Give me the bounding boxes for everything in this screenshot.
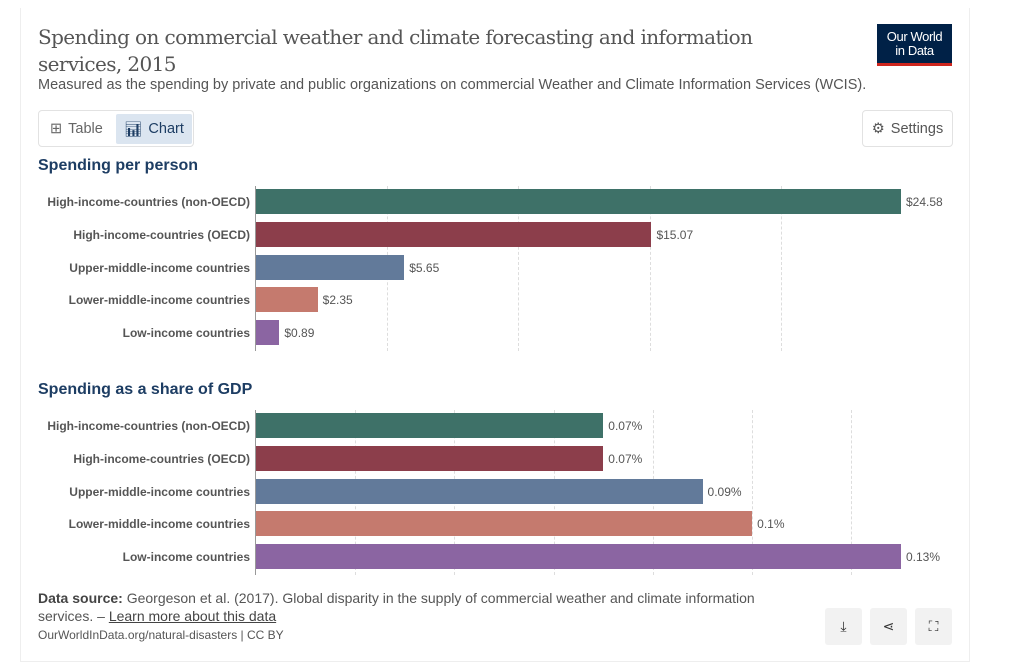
value-label: 0.1%: [757, 517, 785, 532]
chart-card: [20, 8, 970, 662]
category-label: High-income-countries (non-OECD): [47, 195, 250, 209]
bar[interactable]: [256, 221, 652, 247]
share-icon: ⋖: [882, 618, 895, 634]
bar[interactable]: [256, 189, 901, 214]
gridline: [851, 410, 853, 575]
panel-title-gdp-share: Spending as a share of GDP: [38, 381, 253, 398]
tab-table[interactable]: ⊞ Table: [50, 121, 103, 137]
category-label: Lower-middle-income countries: [68, 293, 250, 308]
bar[interactable]: [256, 445, 604, 471]
category-label: High-income-countries (OECD): [73, 227, 250, 242]
panel-title-per-person: Spending per person: [38, 157, 199, 174]
download-button[interactable]: ⤓: [825, 608, 862, 645]
value-label: 0.07%: [608, 451, 643, 466]
gridline: [752, 410, 754, 575]
chart-title: Spending on commercial weather and clima…: [38, 25, 753, 76]
bar[interactable]: [256, 320, 280, 346]
bar[interactable]: [256, 254, 405, 280]
owid-logo[interactable]: Our World in Data: [877, 24, 952, 66]
value-label: $24.58: [906, 195, 943, 209]
gridline: [780, 186, 782, 351]
category-label: Upper-middle-income countries: [69, 484, 250, 499]
value-label: $0.89: [284, 326, 315, 341]
category-label: High-income-countries (non-OECD): [47, 419, 250, 433]
value-label: $5.65: [409, 260, 440, 275]
chart-subtitle: Measured as the spending by private and …: [38, 77, 867, 93]
value-label: $2.35: [322, 293, 353, 308]
gridline: [649, 186, 651, 351]
category-label: Low-income countries: [122, 326, 250, 341]
settings-button[interactable]: ⚙ Settings: [862, 110, 953, 147]
share-button[interactable]: ⋖: [870, 608, 907, 645]
download-icon: ⤓: [840, 618, 847, 634]
y-axis-line: [255, 410, 256, 575]
tab-chart[interactable]: 📊︎ Chart: [116, 114, 192, 144]
table-icon: ⊞: [50, 121, 63, 137]
bar[interactable]: [256, 478, 703, 504]
value-label: 0.09%: [707, 484, 742, 499]
fullscreen-icon: ⛶: [928, 618, 939, 634]
value-label: 0.13%: [906, 550, 941, 565]
category-label: Lower-middle-income countries: [68, 517, 250, 532]
learn-more-link[interactable]: Learn more about this data: [108, 608, 277, 624]
value-label: 0.07%: [608, 419, 643, 433]
gridline: [518, 186, 520, 351]
y-axis-line: [255, 186, 256, 351]
gear-icon: ⚙: [871, 120, 885, 137]
value-label: $15.07: [656, 227, 694, 242]
bar[interactable]: [256, 544, 901, 570]
category-label: Upper-middle-income countries: [69, 260, 250, 275]
category-label: Low-income countries: [122, 550, 250, 565]
fullscreen-button[interactable]: ⛶: [915, 608, 952, 645]
bar[interactable]: [256, 287, 318, 313]
data-source: Data source: Georgeson et al. (2017). Gl…: [38, 590, 755, 624]
source-url[interactable]: OurWorldInData.org/natural-disasters | C…: [38, 628, 284, 642]
bar-chart-icon: 📊︎: [124, 121, 143, 138]
category-label: High-income-countries (OECD): [73, 451, 250, 466]
view-tabs: ⊞ Table 📊︎ Chart: [38, 110, 194, 147]
bar[interactable]: [256, 413, 604, 438]
bar[interactable]: [256, 511, 753, 537]
